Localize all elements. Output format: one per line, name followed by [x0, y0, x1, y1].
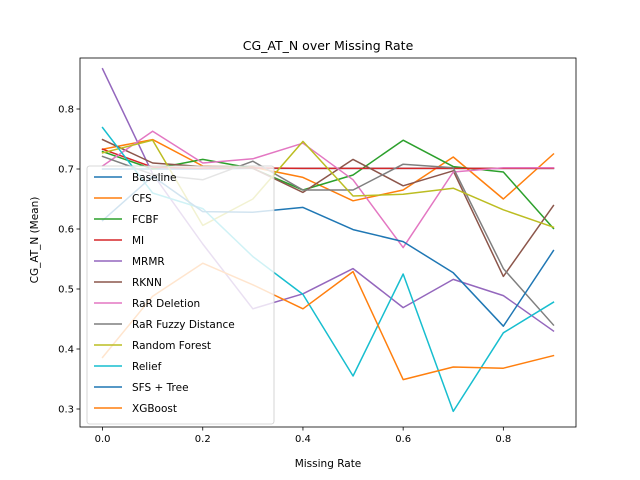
- x-tick-label: 0.2: [195, 434, 211, 445]
- x-tick-label: 0.8: [495, 434, 511, 445]
- series-line-rar-deletion: [101, 130, 555, 249]
- legend-label-random-forest: Random Forest: [132, 340, 211, 352]
- plot-frame: [79, 57, 577, 428]
- legend-label-mi: MI: [132, 235, 144, 247]
- legend-box: [86, 165, 275, 425]
- y-tick-label: 0.7: [58, 165, 74, 176]
- legend-label-rknn: RKNN: [132, 277, 162, 289]
- x-tick-label: 0.6: [395, 434, 411, 445]
- y-tick-label: 0.8: [58, 105, 74, 116]
- legend-label-sfs-tree: SFS + Tree: [132, 382, 189, 394]
- x-axis-title: Missing Rate: [295, 458, 362, 470]
- legend-label-cfs: CFS: [132, 193, 152, 205]
- chart-title: CG_AT_N over Missing Rate: [243, 38, 414, 53]
- legend-label-relief: Relief: [132, 361, 162, 373]
- legend: Baseline CFS FCBF MI MRMR RKNN RaR Deletion RaR…: [86, 165, 275, 425]
- series-line-rknn: [101, 138, 555, 278]
- legend-label-mrmr: MRMR: [132, 256, 165, 268]
- series-line-cfs: [101, 138, 555, 202]
- legend-label-xgboost: XGBoost: [132, 403, 177, 415]
- axes-layer: 0.0 0.2 0.4 0.6 0.8 0.3 0.4 0.5 0.6 0.7 0.8: [58, 57, 577, 445]
- legend-label-fcbf: FCBF: [132, 214, 159, 226]
- y-axis-title: CG_AT_N (Mean): [29, 197, 41, 284]
- legend-label-baseline: Baseline: [132, 172, 177, 184]
- y-tick-label: 0.5: [58, 285, 74, 296]
- y-tick-label: 0.4: [58, 345, 74, 356]
- legend-label-rar-deletion: RaR Deletion: [132, 298, 200, 310]
- x-tick-label: 0.4: [295, 434, 311, 445]
- y-tick-label: 0.3: [58, 405, 74, 416]
- y-tick-label: 0.6: [58, 225, 74, 236]
- x-tick-label: 0.0: [95, 434, 111, 445]
- legend-label-rar-fuzzy-distance: RaR Fuzzy Distance: [132, 319, 235, 331]
